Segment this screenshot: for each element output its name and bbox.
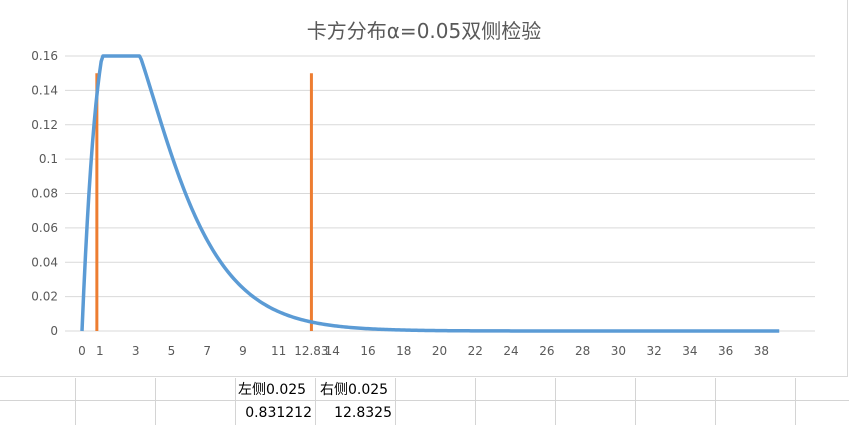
x-tick-label: 24 bbox=[503, 344, 518, 358]
chi-square-chart: 卡方分布α=0.05双侧检验 0 0.02 0.04 0.06 0.08 0.1 0.12 0… bbox=[31, 19, 815, 358]
x-tick-label: 34 bbox=[682, 344, 697, 358]
y-tick-label: 0.16 bbox=[31, 49, 58, 63]
cell-left-label[interactable]: 左侧0.025 bbox=[238, 382, 307, 398]
x-tick-label: 28 bbox=[575, 344, 590, 358]
x-tick-label: 16 bbox=[360, 344, 375, 358]
x-tick-label: 12.83 bbox=[294, 344, 328, 358]
x-tick-label: 32 bbox=[646, 344, 661, 358]
y-tick-label: 0.04 bbox=[31, 255, 58, 269]
y-tick-label: 0.08 bbox=[31, 187, 58, 201]
column-divider bbox=[155, 378, 156, 425]
x-tick-label: 14 bbox=[325, 344, 340, 358]
chart-border bbox=[0, 0, 848, 377]
x-tick-label: 1 bbox=[96, 344, 104, 358]
spreadsheet-area: 左侧0.025 右侧0.025 0.831212 12.8325 bbox=[0, 378, 849, 425]
x-tick-label: 30 bbox=[611, 344, 626, 358]
x-tick-label: 5 bbox=[168, 344, 176, 358]
column-divider bbox=[235, 378, 236, 425]
x-tick-label: 7 bbox=[203, 344, 211, 358]
y-tick-label: 0.12 bbox=[31, 118, 58, 132]
x-tick-label: 20 bbox=[432, 344, 447, 358]
y-tick-label: 0.14 bbox=[31, 83, 58, 97]
x-tick-label: 3 bbox=[132, 344, 140, 358]
y-tick-label: 0 bbox=[50, 324, 58, 338]
column-divider bbox=[795, 378, 796, 425]
chi-square-curve bbox=[80, 54, 780, 333]
cell-right-label[interactable]: 右侧0.025 bbox=[320, 382, 389, 398]
chart-title: 卡方分布α=0.05双侧检验 bbox=[307, 19, 541, 43]
y-tick-label: 0.1 bbox=[39, 152, 58, 166]
chart-area[interactable]: 卡方分布α=0.05双侧检验 0 0.02 0.04 0.06 0.08 0.1 0.12 0… bbox=[0, 0, 849, 378]
x-tick-label: 11 bbox=[271, 344, 286, 358]
x-tick-label: 38 bbox=[754, 344, 769, 358]
column-divider bbox=[555, 378, 556, 425]
column-divider bbox=[475, 378, 476, 425]
cell-right-value[interactable]: 12.8325 bbox=[334, 405, 392, 421]
x-tick-label: 9 bbox=[239, 344, 247, 358]
column-divider bbox=[315, 378, 316, 425]
y-tick-label: 0.06 bbox=[31, 221, 58, 235]
column-divider bbox=[75, 378, 76, 425]
column-divider bbox=[715, 378, 716, 425]
x-tick-label: 18 bbox=[396, 344, 411, 358]
x-tick-label: 26 bbox=[539, 344, 554, 358]
column-divider bbox=[635, 378, 636, 425]
x-tick-label: 36 bbox=[718, 344, 733, 358]
y-tick-label: 0.02 bbox=[31, 290, 58, 304]
row-divider bbox=[0, 400, 849, 401]
column-divider bbox=[395, 378, 396, 425]
x-tick-label: 0 bbox=[78, 344, 86, 358]
cell-left-value[interactable]: 0.831212 bbox=[245, 405, 312, 421]
x-tick-label: 22 bbox=[468, 344, 483, 358]
